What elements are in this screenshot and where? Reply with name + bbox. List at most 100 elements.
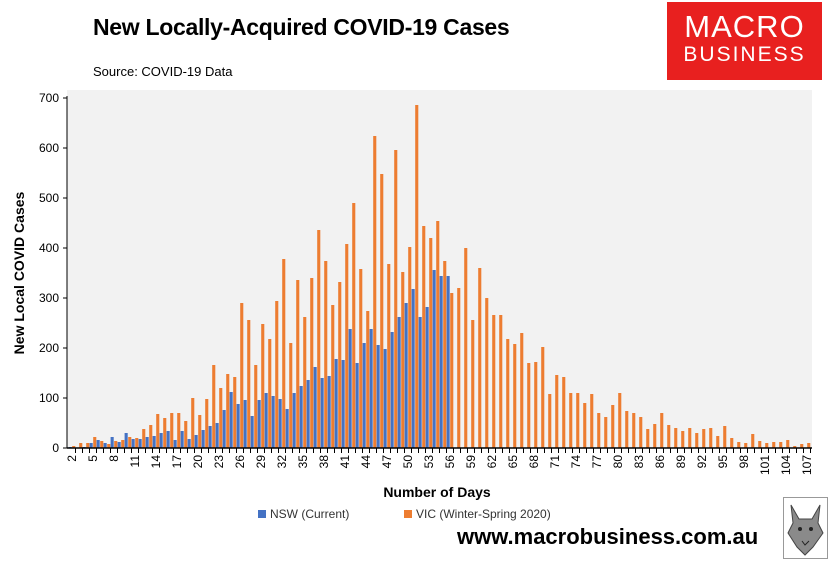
vic-bar	[569, 393, 573, 448]
vic-bar	[422, 226, 426, 448]
nsw-bar	[89, 443, 93, 448]
x-tick-label: 5	[86, 455, 100, 462]
vic-bar	[254, 365, 258, 448]
x-tick-label: 26	[233, 455, 247, 469]
nsw-bar	[390, 332, 394, 448]
vic-bar	[72, 446, 76, 448]
vic-bar	[149, 425, 153, 448]
x-tick-label: 92	[695, 455, 709, 469]
x-tick-label: 14	[149, 455, 163, 469]
vic-bar	[660, 413, 664, 448]
website-url: www.macrobusiness.com.au	[457, 524, 759, 549]
legend-vic: VIC (Winter-Spring 2020)	[404, 507, 551, 521]
x-tick-label: 89	[674, 455, 688, 469]
vic-bar	[443, 261, 447, 448]
nsw-bar	[194, 435, 198, 448]
vic-bar	[765, 443, 769, 448]
vic-bar	[674, 428, 678, 448]
nsw-bar	[383, 349, 387, 448]
x-tick-label: 38	[317, 455, 331, 469]
vic-bar	[142, 429, 146, 448]
nsw-bar	[397, 317, 401, 448]
vic-bar	[744, 443, 748, 448]
nsw-bar	[327, 376, 331, 448]
x-tick-label: 68	[527, 455, 541, 469]
vic-bar	[268, 339, 272, 448]
vic-bar	[534, 362, 538, 448]
vic-bar	[758, 441, 762, 448]
x-tick-label: 71	[548, 455, 562, 469]
vic-bar	[541, 347, 545, 448]
y-tick-label: 500	[39, 191, 59, 205]
wolf-logo-icon	[783, 497, 828, 559]
vic-bar	[709, 428, 713, 448]
y-tick-label: 100	[39, 391, 59, 405]
nsw-bar	[439, 276, 443, 448]
nsw-bar	[432, 270, 436, 448]
x-tick-label: 44	[359, 455, 373, 469]
nsw-bar	[117, 442, 121, 448]
x-tick-label: 11	[128, 455, 142, 468]
logo-line-2: BUSINESS	[683, 43, 806, 66]
nsw-bar	[103, 443, 107, 448]
vic-bar	[170, 413, 174, 448]
nsw-bar	[355, 363, 359, 448]
nsw-bar	[250, 416, 254, 448]
x-tick-label: 107	[800, 455, 814, 475]
x-tick-label: 32	[275, 455, 289, 469]
vic-bar	[345, 244, 349, 448]
x-tick-label: 41	[338, 455, 352, 469]
nsw-bar	[404, 303, 408, 448]
x-tick-label: 2	[65, 455, 79, 462]
nsw-bar	[138, 439, 142, 448]
vic-bar	[590, 394, 594, 448]
vic-bar	[520, 333, 524, 448]
vic-bar	[492, 315, 496, 448]
vic-bar	[331, 305, 335, 448]
vic-bar	[772, 442, 776, 448]
vic-bar	[737, 442, 741, 448]
nsw-bar	[215, 423, 219, 448]
vic-bar	[247, 320, 251, 448]
vic-bar	[359, 269, 363, 448]
vic-bar	[338, 282, 342, 448]
x-tick-label: 29	[254, 455, 268, 469]
vic-bar	[177, 413, 181, 448]
vic-bar	[450, 293, 454, 448]
vic-bar	[282, 259, 286, 448]
x-tick-label: 80	[611, 455, 625, 469]
vic-bar	[485, 298, 489, 448]
vic-bar	[233, 377, 237, 448]
vic-bar	[289, 343, 293, 448]
nsw-bar	[320, 378, 324, 448]
vic-bar	[646, 429, 650, 448]
vic-bar	[583, 403, 587, 448]
x-tick-label: 77	[590, 455, 604, 469]
vic-bar	[695, 433, 699, 448]
vic-bar	[226, 374, 230, 448]
vic-bar	[625, 411, 629, 448]
vic-bar	[107, 444, 111, 448]
vic-bar	[786, 440, 790, 448]
nsw-bar	[173, 440, 177, 448]
nsw-bar	[110, 437, 114, 448]
nsw-bar	[411, 289, 415, 448]
nsw-bar	[229, 392, 233, 448]
vic-bar	[366, 311, 370, 448]
y-tick-label: 400	[39, 241, 59, 255]
y-tick-label: 600	[39, 141, 59, 155]
vic-bar	[632, 413, 636, 448]
nsw-bar	[348, 329, 352, 448]
x-tick-label: 17	[170, 455, 184, 469]
x-tick-label: 62	[485, 455, 499, 469]
nsw-bar	[257, 400, 261, 448]
vic-bar	[555, 375, 559, 448]
nsw-bar	[222, 410, 226, 448]
x-tick-label: 65	[506, 455, 520, 469]
vic-bar	[380, 174, 384, 448]
macrobusiness-logo: MACRO BUSINESS	[667, 2, 822, 80]
x-tick-label: 53	[422, 455, 436, 469]
nsw-bar	[201, 430, 205, 448]
vic-bar	[716, 436, 720, 448]
